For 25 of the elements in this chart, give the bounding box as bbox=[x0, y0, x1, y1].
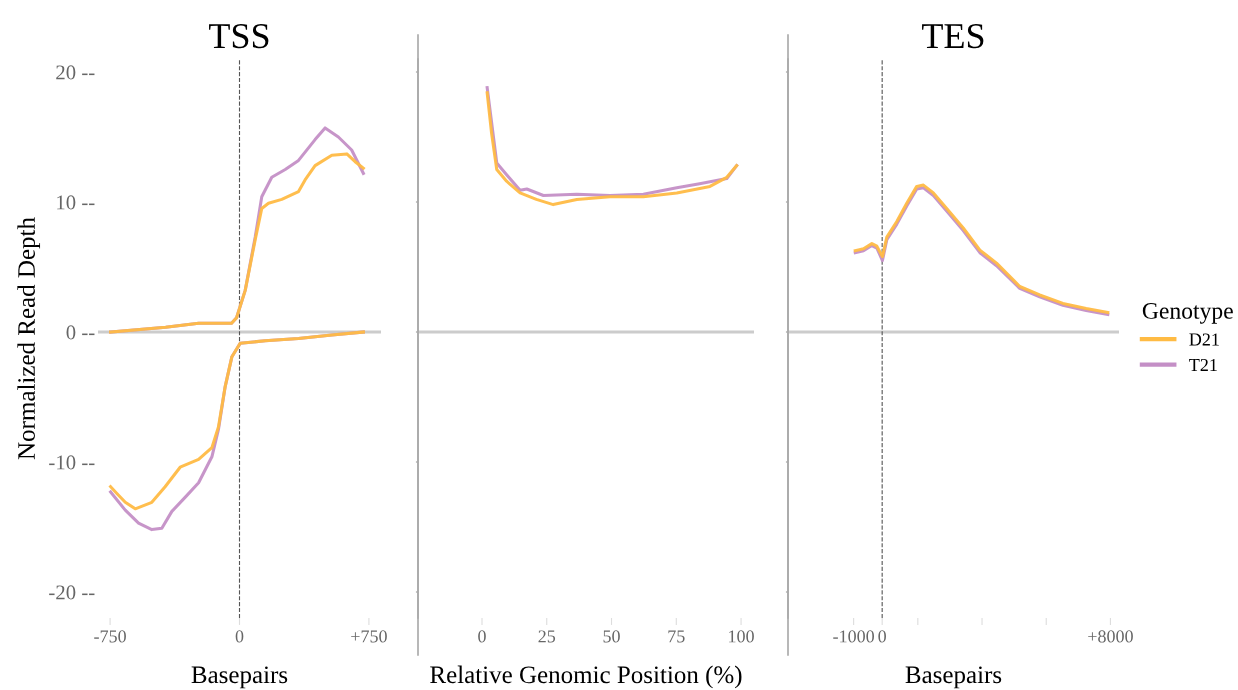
x-tick-label: -750 bbox=[94, 630, 126, 643]
x-axis-title: Relative Genomic Position (%) bbox=[430, 665, 742, 689]
y-tick-label: 10 -- bbox=[57, 195, 95, 210]
x-axis-title: Basepairs bbox=[191, 666, 288, 689]
x-tick-label: 75 bbox=[668, 630, 685, 643]
chart-title: TSS bbox=[209, 23, 269, 49]
chart-title: TES bbox=[922, 23, 984, 49]
legend-label: T21 bbox=[1189, 358, 1217, 371]
x-tick-label: 50 bbox=[603, 630, 620, 643]
x-tick-label: 25 bbox=[538, 630, 556, 643]
y-tick-label: -10 -- bbox=[49, 455, 95, 470]
x-tick-label: +750 bbox=[351, 630, 387, 643]
x-tick-label: 100 bbox=[729, 630, 754, 643]
x-tick-label: 0 bbox=[478, 630, 486, 643]
x-tick-label: 0 bbox=[235, 630, 244, 643]
x-tick-label: 0 bbox=[878, 630, 886, 643]
y-tick-label: 0 -- bbox=[66, 325, 95, 340]
x-axis-title: Basepairs bbox=[905, 666, 1002, 689]
x-tick-label: -1000 bbox=[833, 630, 874, 643]
x-tick-label: +8000 bbox=[1088, 630, 1133, 643]
legend-label: D21 bbox=[1189, 333, 1219, 346]
y-tick-label: 20 -- bbox=[56, 65, 95, 80]
y-tick-label: -20 -- bbox=[49, 585, 95, 600]
legend-title: Genotype bbox=[1142, 303, 1233, 324]
y-axis-title: Normalized Read Depth bbox=[17, 217, 41, 460]
